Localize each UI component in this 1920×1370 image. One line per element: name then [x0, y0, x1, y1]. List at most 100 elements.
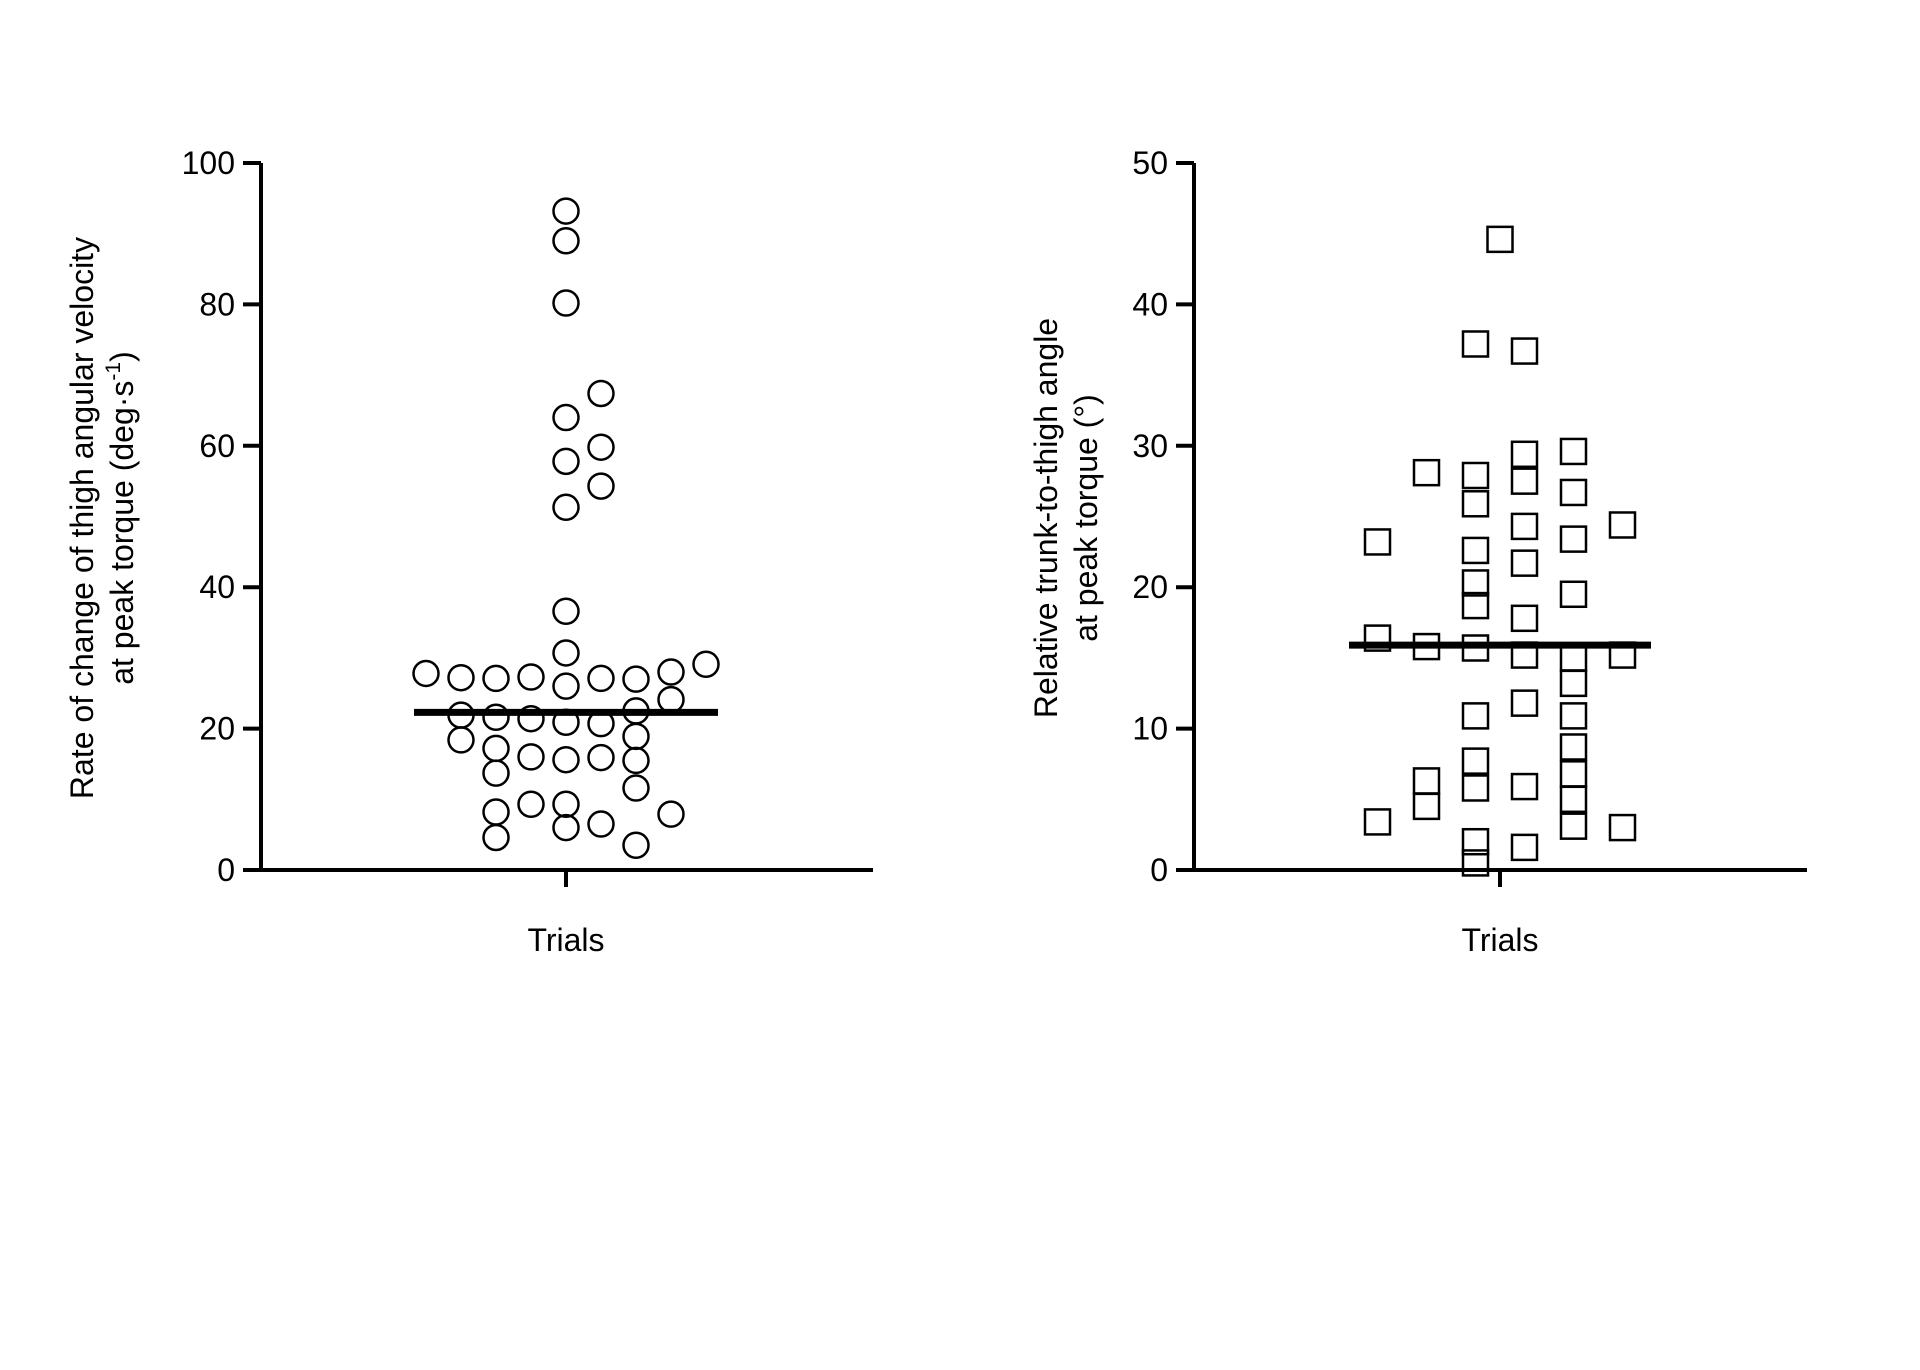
left-data-point [412, 659, 440, 688]
right-data-point [1486, 225, 1514, 254]
right-data-point [1559, 525, 1588, 553]
left-data-point [517, 663, 545, 691]
left-data-point [517, 790, 545, 818]
left-data-point [622, 746, 650, 775]
right-data-point [1559, 812, 1588, 840]
left-data-point [552, 493, 580, 522]
right-data-point [1510, 512, 1539, 541]
left-data-point [587, 379, 615, 408]
right-y-axis-title-line2: at peak torque (°) [1068, 394, 1104, 642]
right-data-point [1559, 760, 1588, 788]
right-data-point [1412, 792, 1441, 821]
left-y-axis-title-superscript: -1 [102, 362, 125, 381]
left-points [412, 197, 720, 860]
left-data-point [692, 650, 720, 679]
left-data-point [587, 664, 615, 693]
right-points [1363, 225, 1637, 877]
right-data-point [1461, 747, 1490, 775]
right-data-point [1510, 604, 1539, 633]
left-data-point [552, 672, 580, 700]
left-data-point [482, 823, 510, 852]
right-y-tick-label: 40 [1132, 286, 1168, 322]
left-data-point [587, 433, 615, 461]
right-data-point [1559, 437, 1588, 466]
right-data-point [1608, 511, 1637, 539]
left-data-point [447, 663, 475, 692]
right-data-point [1461, 827, 1490, 856]
right-data-point [1559, 580, 1588, 609]
left-data-point [447, 726, 475, 754]
left-data-point [482, 798, 510, 826]
right-data-point [1461, 702, 1490, 730]
chart-left: Rate of change of thigh angular velocity… [64, 145, 873, 958]
left-data-point [517, 743, 545, 771]
right-data-point [1461, 569, 1490, 597]
left-data-point [622, 774, 650, 802]
left-y-axis-title-line2: at peak torque (deg·s-1) [102, 351, 140, 685]
left-data-point [587, 472, 615, 500]
left-y-tick-label: 80 [199, 286, 235, 322]
right-data-point [1510, 440, 1539, 469]
left-data-point [552, 597, 580, 625]
left-data-point [657, 685, 685, 714]
left-data-point [622, 831, 650, 860]
left-y-ticks: 0 20 40 60 80 100 [182, 145, 261, 888]
right-y-axis-title-line1: Relative trunk-to-thigh angle [1028, 318, 1064, 718]
left-y-tick-label: 100 [182, 145, 235, 181]
left-data-point [482, 703, 510, 732]
left-y-tick-label: 20 [199, 711, 235, 747]
left-data-point [482, 759, 510, 787]
right-data-point [1510, 689, 1539, 717]
left-y-tick-label: 40 [199, 569, 235, 605]
left-data-point [657, 800, 685, 828]
left-data-point [552, 813, 580, 842]
right-data-point [1461, 461, 1490, 490]
left-y-tick-label: 60 [199, 428, 235, 464]
right-data-point [1510, 467, 1539, 495]
left-y-tick-label: 0 [217, 852, 235, 888]
left-data-point [482, 734, 510, 763]
right-y-axis-title: Relative trunk-to-thigh angle at peak to… [1028, 318, 1104, 718]
left-data-point [552, 639, 580, 667]
right-y-ticks: 0 10 20 30 40 50 [1132, 145, 1194, 888]
right-data-point [1559, 733, 1588, 761]
left-data-point [552, 197, 580, 225]
right-data-point [1510, 337, 1539, 365]
left-y-axis-title-line2-close: ) [104, 351, 140, 362]
right-data-point [1510, 772, 1539, 801]
right-data-point [1559, 478, 1588, 507]
right-data-point [1559, 644, 1588, 672]
left-data-point [552, 447, 580, 476]
right-y-tick-label: 30 [1132, 428, 1168, 464]
left-data-point [552, 745, 580, 774]
left-x-axis-title: Trials [527, 922, 604, 958]
right-y-tick-label: 0 [1150, 852, 1168, 888]
left-data-point [587, 743, 615, 772]
right-data-point [1461, 591, 1490, 620]
left-data-point [622, 722, 650, 751]
right-data-point [1461, 774, 1490, 802]
right-data-point [1412, 767, 1441, 795]
right-data-point [1510, 549, 1539, 577]
right-data-point [1363, 808, 1392, 836]
right-data-point [1559, 669, 1588, 698]
right-y-tick-label: 50 [1132, 145, 1168, 181]
right-data-point [1363, 528, 1392, 556]
right-data-point [1461, 536, 1490, 565]
left-data-point [517, 704, 545, 733]
left-data-point [587, 810, 615, 838]
left-data-point [622, 665, 650, 693]
right-data-point [1559, 785, 1588, 814]
chart-right: Relative trunk-to-thigh angle at peak to… [1028, 145, 1807, 958]
right-data-point [1461, 330, 1490, 358]
left-data-point [657, 658, 685, 686]
right-y-tick-label: 20 [1132, 569, 1168, 605]
left-data-point [552, 403, 580, 432]
left-y-axis-title-line2-main: at peak torque (deg·s [104, 381, 140, 685]
left-data-point [482, 664, 510, 693]
left-y-axis-title-line1: Rate of change of thigh angular velocity [64, 237, 100, 799]
left-y-axis-title: Rate of change of thigh angular velocity… [64, 237, 140, 799]
right-data-point [1608, 813, 1637, 842]
right-data-point [1461, 490, 1490, 518]
